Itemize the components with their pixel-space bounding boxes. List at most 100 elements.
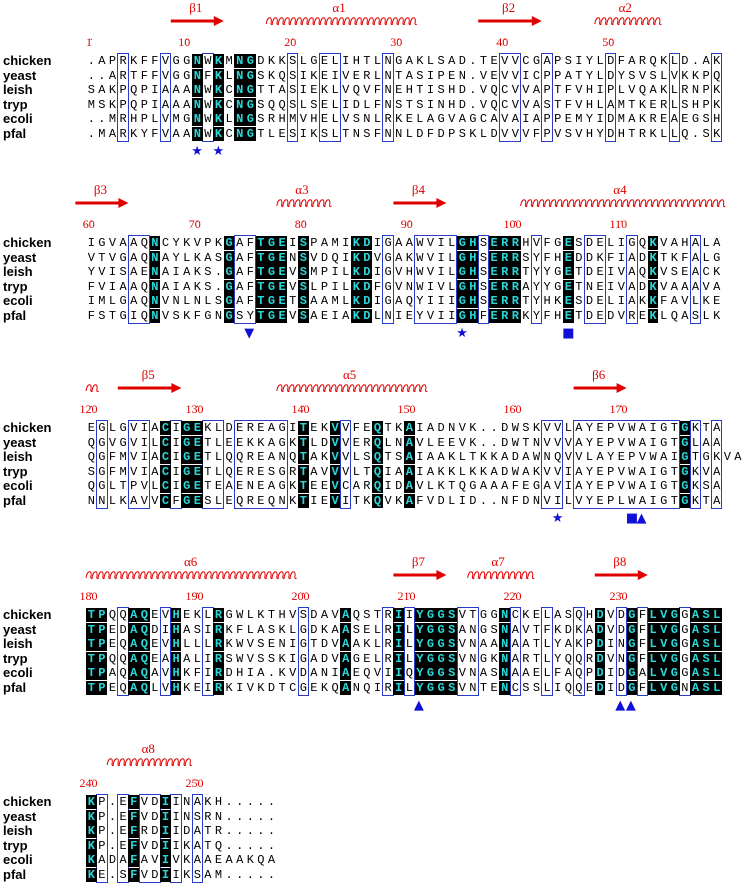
residue: K: [713, 54, 721, 68]
residue: Q: [575, 666, 583, 681]
alignment-row: yeast K P. E F V D I I N S R N.....: [0, 808, 756, 824]
residue: L: [660, 68, 668, 83]
residue: K: [351, 265, 362, 280]
residue: .: [236, 809, 244, 824]
residue: V: [658, 681, 669, 695]
residue: I: [246, 666, 254, 681]
residue: K: [130, 127, 138, 141]
residue: E: [448, 435, 456, 450]
similarity-box: [668, 53, 681, 142]
alignment-row: ecoli Q G L T P V L C I G E T E A E N E A G K T E E V C A R Q I D A V L K T…: [0, 479, 756, 494]
residue: S: [98, 97, 106, 112]
residue: K: [108, 97, 117, 112]
residue: V: [331, 637, 339, 652]
residue: A: [172, 83, 180, 98]
residue: S: [298, 294, 309, 309]
residue: A: [267, 421, 276, 435]
residue: W: [416, 279, 424, 294]
sequence-name: yeast: [3, 808, 37, 824]
residue: L: [108, 294, 117, 309]
residue: H: [448, 97, 456, 112]
residue: K: [575, 622, 583, 637]
residue: A: [151, 464, 159, 479]
alignment-row: chicken. A P R K F F V G G N W K M N G D K K S L G E L I H T L N G A K L…: [0, 54, 756, 68]
residue: .: [257, 838, 265, 853]
residue: V: [511, 68, 519, 83]
residue: H: [585, 97, 594, 112]
residue: I: [299, 68, 307, 83]
residue: P: [628, 450, 636, 465]
residue: L: [405, 622, 413, 637]
residue: A: [405, 236, 413, 250]
residue: N: [234, 97, 245, 112]
residue: H: [585, 127, 594, 141]
residue: R: [204, 809, 212, 824]
residue: K: [479, 450, 488, 465]
residue: F: [128, 838, 139, 853]
residue: W: [236, 637, 244, 652]
residue: G: [384, 265, 392, 280]
residue: E: [236, 479, 244, 494]
residue: V: [426, 250, 435, 265]
residue: N: [278, 637, 286, 652]
residue: A: [501, 479, 509, 494]
residue: N: [193, 294, 201, 309]
residue: S: [575, 294, 583, 309]
residue: E: [596, 494, 604, 508]
residue: I: [140, 464, 148, 479]
residue: S: [416, 97, 424, 112]
residue: S: [479, 279, 488, 294]
residue: A: [128, 666, 139, 681]
residue: V: [329, 464, 341, 479]
residue: K: [130, 54, 138, 68]
residue: S: [87, 83, 95, 98]
site-marker: ▲: [636, 510, 647, 526]
residue: V: [554, 479, 562, 494]
secondary-structure-label: β6: [592, 367, 606, 382]
residue: I: [393, 666, 404, 681]
residue: T: [342, 127, 350, 141]
residue: I: [87, 294, 95, 309]
residue: D: [522, 494, 530, 508]
residue: F: [236, 622, 244, 637]
residue: F: [193, 666, 201, 681]
residue: .: [87, 127, 95, 141]
residue: T: [670, 479, 678, 494]
residue: V: [140, 795, 148, 809]
residue: A: [660, 450, 668, 465]
residue: R: [628, 309, 636, 323]
residue: T: [204, 435, 212, 450]
residue: V: [363, 83, 371, 98]
residue: L: [183, 250, 191, 265]
residue: S: [446, 666, 457, 681]
residue: V: [658, 637, 669, 652]
residue: R: [510, 236, 521, 250]
residue: I: [393, 681, 404, 695]
residue: C: [160, 494, 171, 508]
residue: I: [342, 494, 350, 508]
residue: T: [575, 265, 583, 280]
residue: R: [246, 450, 254, 465]
residue: I: [160, 795, 171, 809]
residue: P: [607, 464, 615, 479]
residue: G: [554, 279, 562, 294]
residue: E: [87, 421, 95, 435]
residue: A: [340, 622, 351, 637]
residue: D: [151, 809, 159, 824]
residue: V: [320, 464, 329, 479]
residue: I: [172, 279, 180, 294]
residue: L: [617, 494, 625, 508]
residue: L: [647, 637, 659, 652]
residue: L: [670, 97, 678, 112]
residue: K: [691, 68, 700, 83]
residue: V: [575, 127, 583, 141]
residue: E: [596, 265, 604, 280]
residue: G: [669, 651, 680, 666]
residue: S: [416, 68, 424, 83]
residue: G: [245, 54, 256, 68]
secondary-structure-label: β8: [613, 554, 627, 569]
residue: G: [266, 294, 277, 309]
residue: S: [458, 127, 466, 141]
residue: N: [234, 83, 245, 98]
